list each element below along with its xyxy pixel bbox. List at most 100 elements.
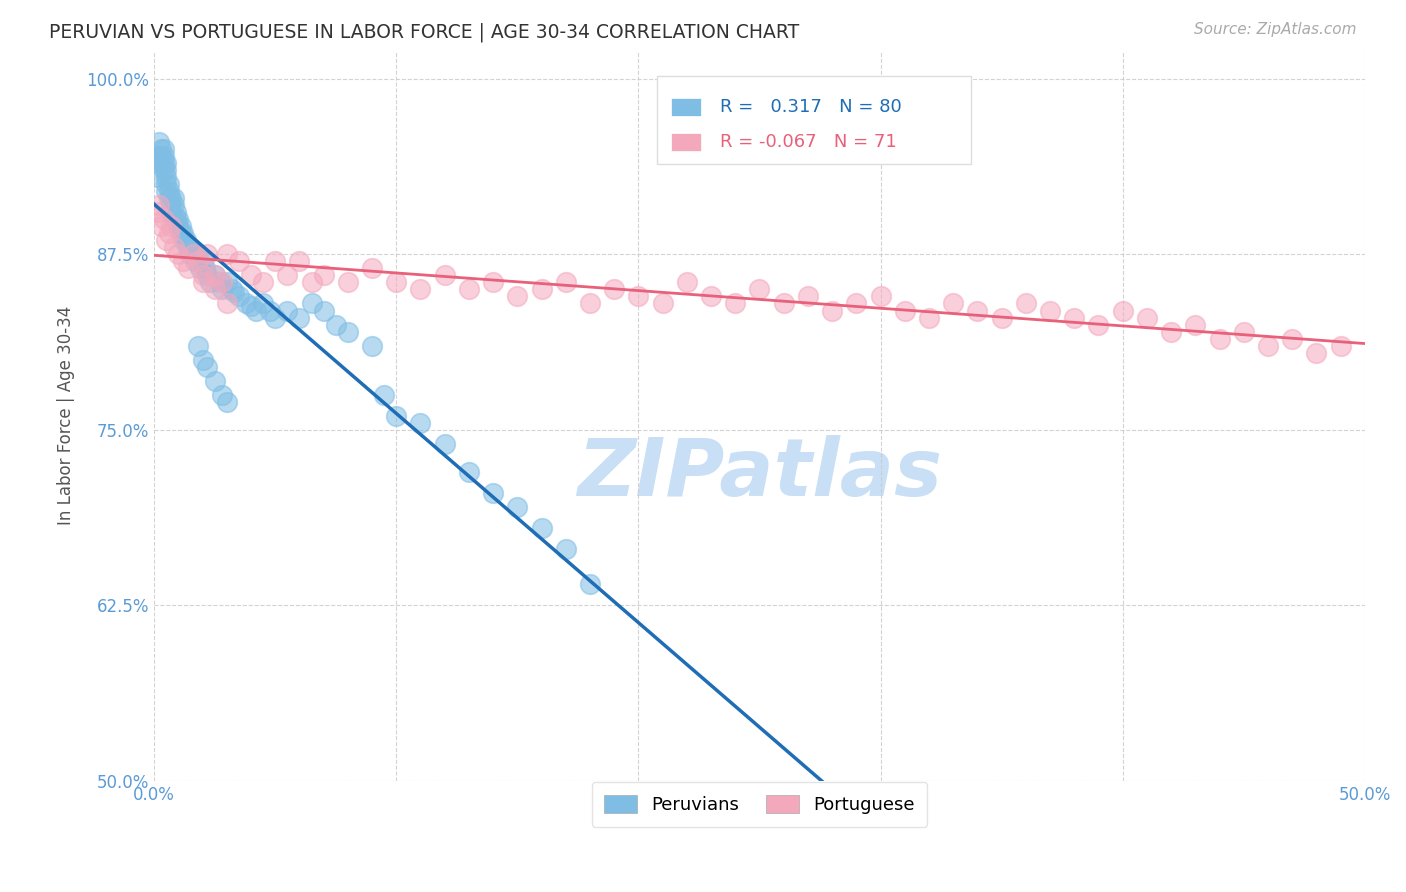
- Point: [222, 285, 245, 300]
- Point: [153, 142, 176, 156]
- Point: [603, 282, 626, 296]
- Point: [301, 296, 323, 310]
- Point: [155, 184, 177, 198]
- Point: [191, 254, 214, 268]
- Point: [198, 276, 221, 290]
- Point: [530, 282, 553, 296]
- Point: [162, 198, 184, 212]
- Point: [204, 268, 226, 283]
- Point: [506, 500, 529, 515]
- Point: [1039, 303, 1062, 318]
- Point: [797, 289, 820, 303]
- Point: [966, 303, 988, 318]
- Point: [174, 233, 197, 247]
- Point: [228, 289, 250, 303]
- Point: [554, 542, 576, 557]
- Point: [482, 486, 505, 500]
- Point: [148, 198, 170, 212]
- Point: [191, 352, 214, 367]
- Point: [188, 261, 211, 276]
- Point: [276, 268, 298, 283]
- Point: [160, 219, 183, 234]
- Point: [336, 325, 359, 339]
- Point: [179, 247, 201, 261]
- Point: [204, 374, 226, 388]
- Point: [554, 276, 576, 290]
- Point: [821, 303, 844, 318]
- Point: [264, 310, 287, 325]
- Point: [181, 247, 204, 261]
- Point: [530, 521, 553, 535]
- FancyBboxPatch shape: [657, 76, 972, 164]
- Point: [869, 289, 891, 303]
- Point: [215, 247, 238, 261]
- Point: [312, 303, 335, 318]
- Point: [482, 276, 505, 290]
- Point: [506, 289, 529, 303]
- Point: [162, 191, 184, 205]
- Point: [170, 219, 193, 234]
- Legend: Peruvians, Portuguese: Peruvians, Portuguese: [592, 782, 928, 827]
- Point: [336, 276, 359, 290]
- Point: [385, 409, 408, 423]
- Point: [155, 233, 177, 247]
- Point: [458, 282, 481, 296]
- Point: [208, 276, 231, 290]
- Point: [772, 296, 794, 310]
- Point: [312, 268, 335, 283]
- Point: [1281, 332, 1303, 346]
- Point: [1111, 303, 1133, 318]
- Point: [172, 227, 194, 241]
- Point: [215, 394, 238, 409]
- Point: [845, 296, 868, 310]
- Point: [458, 465, 481, 479]
- Text: R =   0.317   N = 80: R = 0.317 N = 80: [720, 98, 901, 116]
- Point: [1087, 318, 1109, 332]
- Text: PERUVIAN VS PORTUGUESE IN LABOR FORCE | AGE 30-34 CORRELATION CHART: PERUVIAN VS PORTUGUESE IN LABOR FORCE | …: [49, 22, 800, 42]
- Point: [172, 254, 194, 268]
- Text: Source: ZipAtlas.com: Source: ZipAtlas.com: [1194, 22, 1357, 37]
- FancyBboxPatch shape: [671, 98, 702, 116]
- Point: [145, 205, 167, 219]
- Point: [676, 276, 699, 290]
- Point: [1015, 296, 1038, 310]
- Point: [187, 338, 209, 352]
- Point: [579, 577, 602, 591]
- Point: [155, 163, 177, 178]
- Point: [215, 276, 238, 290]
- Point: [627, 289, 650, 303]
- Point: [651, 296, 673, 310]
- Point: [177, 240, 200, 254]
- Point: [162, 212, 184, 227]
- Point: [197, 268, 219, 283]
- Point: [153, 212, 176, 227]
- Text: R = -0.067   N = 71: R = -0.067 N = 71: [720, 133, 896, 151]
- Point: [288, 254, 311, 268]
- Point: [148, 149, 170, 163]
- Point: [157, 184, 180, 198]
- Point: [221, 282, 243, 296]
- Point: [170, 227, 193, 241]
- Point: [579, 296, 602, 310]
- Point: [211, 276, 233, 290]
- Point: [252, 276, 274, 290]
- Point: [150, 149, 173, 163]
- Point: [155, 156, 177, 170]
- Y-axis label: In Labor Force | Age 30-34: In Labor Force | Age 30-34: [58, 306, 75, 525]
- Point: [191, 276, 214, 290]
- Point: [1136, 310, 1159, 325]
- Point: [1233, 325, 1256, 339]
- Point: [240, 268, 263, 283]
- Point: [433, 268, 456, 283]
- Point: [228, 254, 250, 268]
- Point: [167, 219, 190, 234]
- Point: [197, 359, 219, 374]
- Point: [245, 303, 267, 318]
- Point: [165, 212, 187, 227]
- Point: [385, 276, 408, 290]
- Point: [184, 254, 207, 268]
- Point: [1329, 338, 1351, 352]
- Point: [187, 254, 209, 268]
- Point: [162, 240, 184, 254]
- Point: [153, 149, 176, 163]
